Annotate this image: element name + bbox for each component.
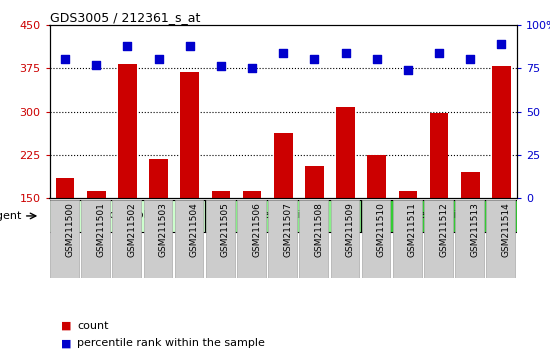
FancyBboxPatch shape [331,200,359,278]
Bar [305,166,324,285]
Text: GSM211511: GSM211511 [408,202,417,257]
Text: GSM211504: GSM211504 [190,202,199,257]
Text: interleukin 1: interleukin 1 [248,210,318,220]
Text: count: count [77,321,108,331]
Bar [56,178,74,285]
Point [154,57,163,62]
Point [60,57,69,62]
Point [497,41,506,47]
Bar [430,113,448,285]
Point [341,50,350,55]
Text: GSM211510: GSM211510 [377,202,386,257]
FancyBboxPatch shape [50,200,79,278]
Bar [212,191,230,285]
Text: percentile rank within the sample: percentile rank within the sample [77,338,265,348]
FancyBboxPatch shape [81,200,110,278]
Bar [399,191,417,285]
FancyBboxPatch shape [393,200,422,278]
Text: GSM211505: GSM211505 [221,202,230,257]
Text: GDS3005 / 212361_s_at: GDS3005 / 212361_s_at [50,11,200,24]
Text: GSM211509: GSM211509 [345,202,355,257]
Point [92,62,101,68]
Point [279,50,288,55]
Text: GSM211503: GSM211503 [158,202,168,257]
Point [310,57,319,62]
Text: GSM211508: GSM211508 [315,202,323,257]
FancyBboxPatch shape [205,200,361,232]
Text: agent: agent [0,211,21,221]
FancyBboxPatch shape [268,200,297,278]
Text: GSM211514: GSM211514 [502,202,510,257]
Point [185,43,194,48]
Bar [118,64,137,285]
FancyBboxPatch shape [50,200,205,232]
Bar [336,107,355,285]
FancyBboxPatch shape [237,200,266,278]
FancyBboxPatch shape [362,200,390,278]
Text: GSM211512: GSM211512 [439,202,448,257]
Bar [149,159,168,285]
Bar [243,191,261,285]
FancyBboxPatch shape [424,200,453,278]
Bar [367,155,386,285]
FancyBboxPatch shape [144,200,172,278]
Bar [180,72,199,285]
Point [466,57,475,62]
Point [434,50,443,55]
Point [404,67,412,73]
Point [123,43,132,48]
Text: GSM211500: GSM211500 [65,202,74,257]
FancyBboxPatch shape [175,200,204,278]
Text: GSM211502: GSM211502 [128,202,136,257]
FancyBboxPatch shape [455,200,484,278]
Point [372,57,381,62]
Bar [461,172,480,285]
Text: GSM211501: GSM211501 [96,202,105,257]
Text: interleukin 6: interleukin 6 [404,210,474,220]
Text: ■: ■ [60,338,71,348]
Text: control: control [108,210,147,220]
Text: GSM211513: GSM211513 [470,202,479,257]
Text: GSM211507: GSM211507 [283,202,292,257]
FancyBboxPatch shape [361,200,517,232]
FancyBboxPatch shape [299,200,328,278]
FancyBboxPatch shape [112,200,141,278]
Bar [87,191,106,285]
Bar [492,67,511,285]
FancyBboxPatch shape [486,200,515,278]
Text: ■: ■ [60,321,71,331]
FancyBboxPatch shape [206,200,235,278]
Point [217,64,226,69]
Point [248,65,256,71]
Bar [274,133,293,285]
Text: GSM211506: GSM211506 [252,202,261,257]
